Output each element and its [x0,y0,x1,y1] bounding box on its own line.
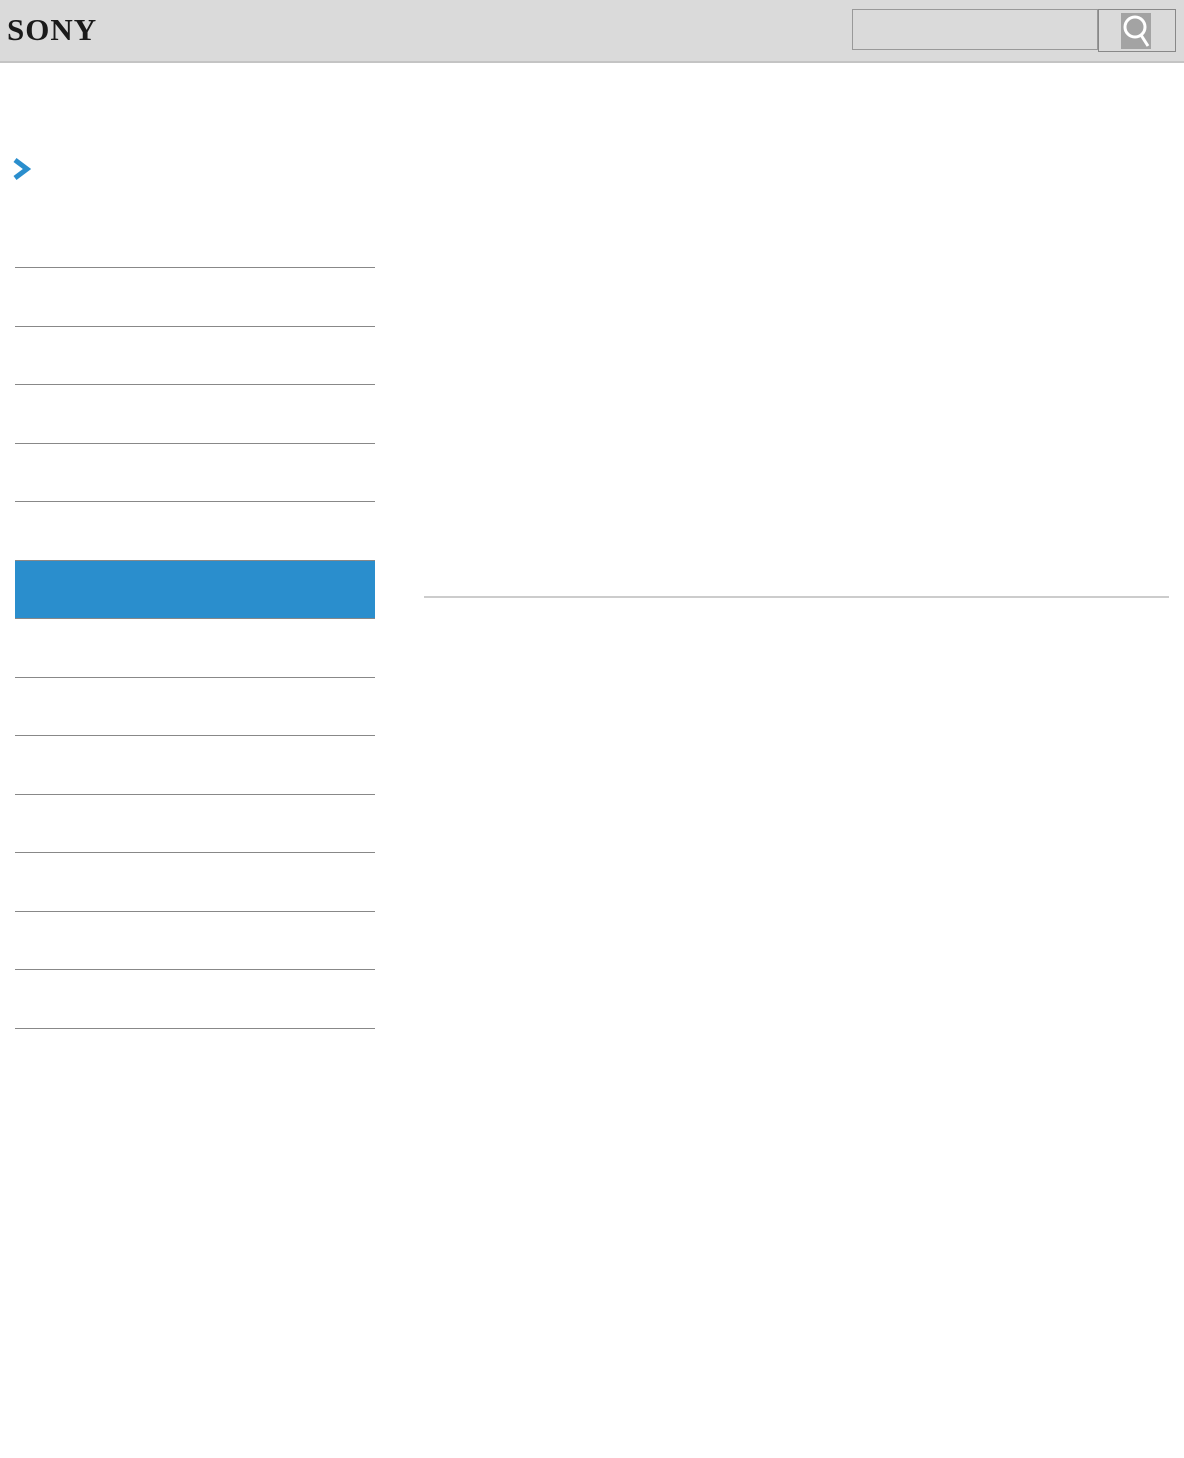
sidebar-item[interactable] [15,793,375,853]
sidebar-nav [15,267,375,1029]
sidebar-item[interactable] [15,676,375,736]
sidebar-item[interactable] [15,735,375,794]
sidebar-item[interactable] [15,325,375,385]
sony-logo[interactable]: SONY [7,12,98,47]
sidebar-item[interactable] [15,852,375,911]
sidebar-item[interactable] [15,559,375,618]
sidebar-item[interactable] [15,501,375,560]
sidebar-item[interactable] [15,910,375,970]
search-button[interactable] [1098,9,1176,52]
search-icon [1121,13,1151,49]
sidebar-item[interactable] [15,267,375,326]
sidebar-item[interactable] [15,384,375,443]
sidebar-item[interactable] [15,969,375,1028]
sidebar-item[interactable] [15,442,375,502]
sidebar-item[interactable] [15,618,375,677]
search-input[interactable] [852,9,1098,50]
sidebar-divider [15,1027,375,1029]
chevron-right-icon[interactable] [13,158,31,180]
header: SONY [0,0,1184,63]
divider [424,596,1169,598]
